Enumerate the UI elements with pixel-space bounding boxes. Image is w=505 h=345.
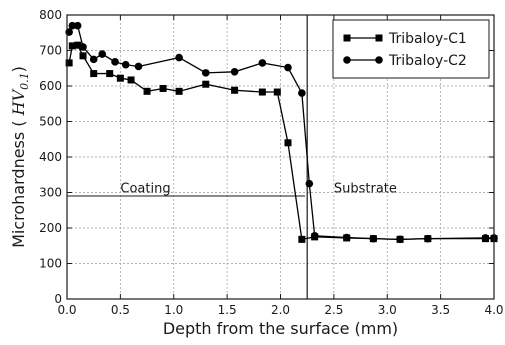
series-group [65, 21, 498, 244]
data-point [143, 87, 151, 95]
data-point [106, 70, 114, 78]
data-point [98, 50, 107, 58]
data-point [342, 233, 351, 242]
data-point [258, 88, 266, 96]
tick-marks [66, 14, 495, 300]
y-axis-label: Microhardness ( HV0.1) [9, 66, 31, 248]
data-point [284, 63, 292, 72]
y-axis-label-math: HV [9, 88, 28, 116]
legend-label-c1: Tribaloy-C1 [388, 31, 467, 47]
annotation-substrate: Substrate [334, 182, 397, 197]
data-point [369, 234, 378, 243]
y-axis-label-prefix: Microhardness ( [9, 115, 28, 248]
data-point [68, 21, 77, 30]
y-tick-label: 500 [39, 115, 62, 129]
x-tick-label: 0.5 [111, 303, 130, 317]
y-tick-label: 300 [39, 186, 62, 200]
data-point [73, 21, 82, 30]
legend: Tribaloy-C1 Tribaloy-C2 [332, 19, 490, 79]
y-tick-label: 400 [39, 150, 62, 164]
data-point [74, 41, 82, 49]
legend-box [332, 19, 490, 79]
legend-entry-c2 [343, 56, 383, 64]
y-tick-label: 100 [39, 257, 62, 271]
data-point [298, 89, 306, 97]
data-point [481, 234, 490, 242]
data-point [68, 42, 76, 50]
data-point [231, 86, 239, 94]
y-axis-label-suffix: ) [9, 66, 28, 72]
annotation-coating: Coating [120, 182, 170, 197]
x-tick-label: 1.5 [218, 303, 237, 317]
data-point [65, 59, 73, 67]
x-axis-label: Depth from the surface (mm) [163, 319, 398, 338]
y-tick-label: 800 [39, 8, 62, 22]
data-point [134, 62, 143, 71]
data-point [90, 70, 98, 78]
data-point [284, 139, 292, 147]
data-point [230, 68, 239, 76]
y-tick-label: 0 [54, 292, 62, 306]
data-point [121, 60, 130, 69]
data-point [202, 80, 210, 88]
x-tick-label: 3.5 [431, 303, 450, 317]
x-tick-label: 3.0 [378, 303, 397, 317]
data-point [396, 235, 404, 244]
x-tick-label: 0.0 [57, 303, 76, 317]
x-tick-label: 2.0 [271, 303, 290, 317]
x-tick-label: 4.0 [484, 303, 503, 317]
x-tick-label: 1.0 [164, 303, 183, 317]
data-point [175, 53, 183, 62]
legend-marker [375, 34, 383, 42]
data-point [79, 52, 87, 60]
data-point [111, 58, 119, 66]
data-point [175, 87, 183, 95]
data-point [424, 234, 432, 243]
legend-marker [375, 56, 383, 64]
y-tick-label: 700 [39, 44, 62, 58]
data-point [89, 55, 98, 64]
data-point [310, 232, 319, 240]
data-point [298, 235, 306, 243]
grid [67, 15, 494, 299]
series-c2 [65, 21, 498, 244]
data-point [79, 43, 87, 51]
legend-entry-c1 [343, 34, 383, 42]
legend-label-c2: Tribaloy-C2 [388, 53, 467, 69]
y-axis-label-subscript: 0.1 [18, 72, 31, 90]
y-tick-label: 600 [39, 79, 62, 93]
data-point [127, 76, 135, 84]
data-point [305, 179, 314, 188]
data-point [116, 74, 124, 82]
y-tick-label: 200 [39, 221, 62, 235]
legend-marker [343, 56, 351, 64]
x-tick-label: 2.5 [324, 303, 343, 317]
data-point [258, 59, 267, 67]
data-point [201, 69, 210, 77]
data-point [159, 84, 167, 92]
legend-marker [343, 34, 351, 42]
data-point [273, 88, 281, 96]
